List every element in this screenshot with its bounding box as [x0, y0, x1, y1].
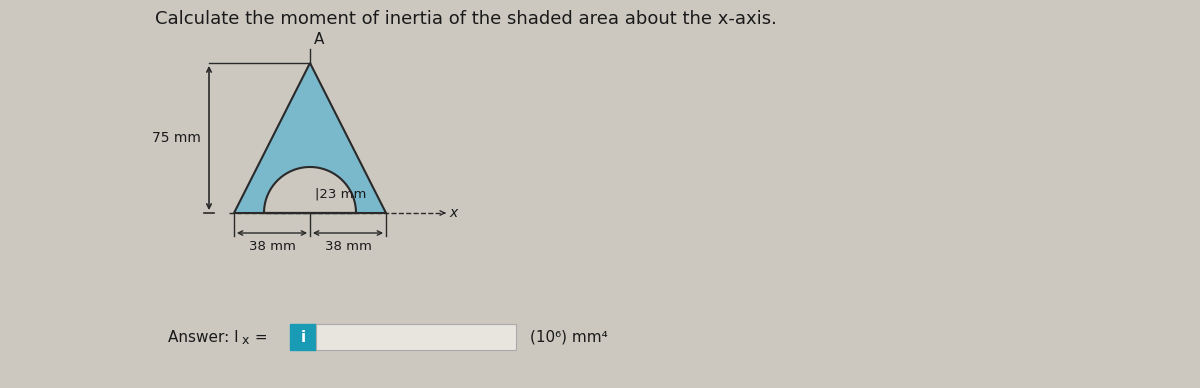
FancyBboxPatch shape: [290, 324, 316, 350]
Text: Calculate the moment of inertia of the shaded area about the x-axis.: Calculate the moment of inertia of the s…: [155, 10, 776, 28]
Text: 75 mm: 75 mm: [152, 131, 202, 145]
Polygon shape: [264, 167, 356, 213]
Text: i: i: [300, 329, 306, 345]
Text: 38 mm: 38 mm: [324, 240, 372, 253]
Text: Answer: I: Answer: I: [168, 329, 239, 345]
Text: x: x: [449, 206, 457, 220]
Text: (10⁶) mm⁴: (10⁶) mm⁴: [530, 329, 607, 345]
Text: 38 mm: 38 mm: [248, 240, 295, 253]
Text: A: A: [314, 32, 324, 47]
Polygon shape: [234, 63, 386, 213]
Text: x: x: [242, 334, 250, 348]
Text: |23 mm: |23 mm: [314, 187, 366, 200]
Text: =: =: [250, 329, 268, 345]
FancyBboxPatch shape: [316, 324, 516, 350]
